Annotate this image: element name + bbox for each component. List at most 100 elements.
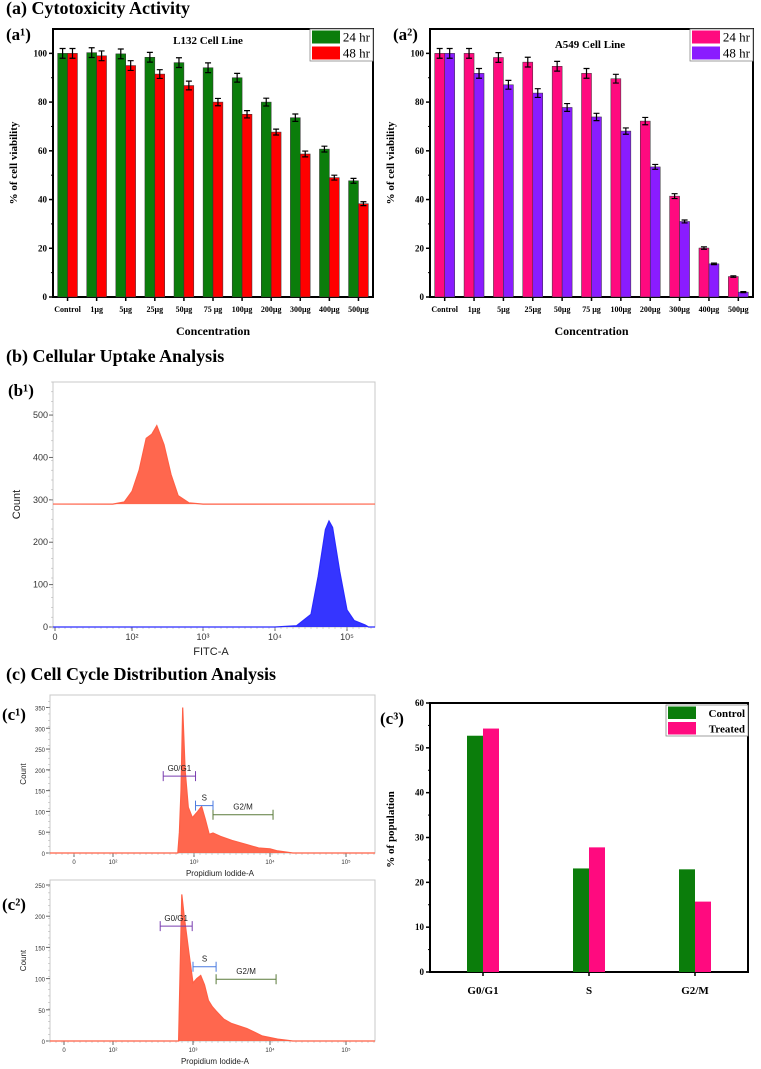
legend-label: 48 hr: [343, 46, 371, 61]
y-tick-label: 150: [35, 790, 46, 796]
error-bar: [505, 79, 512, 90]
error-bar: [331, 174, 338, 181]
bar-24hr-7: [261, 101, 272, 298]
bar-48hr-3: [532, 92, 544, 298]
y-tick-label: 30: [415, 833, 425, 843]
bar-48hr-2: [503, 84, 514, 298]
y-tick-label: 100: [411, 48, 425, 58]
x-axis-label: Propidium Iodide-A: [186, 869, 255, 878]
y-tick-label: 40: [38, 195, 48, 205]
panel-label: (a²): [393, 25, 418, 44]
histogram-control: [50, 707, 375, 854]
legend-label: 48 hr: [723, 46, 751, 61]
y-tick-label: 200: [35, 915, 46, 921]
y-tick-label: 300: [33, 495, 48, 505]
error-bar: [593, 112, 600, 122]
bar-24hr-10: [728, 276, 739, 298]
error-bar: [244, 110, 251, 119]
bar-24hr-1: [463, 53, 475, 298]
error-bar: [466, 47, 473, 59]
bar-48hr-5: [212, 101, 224, 298]
gate-label: G2/M: [236, 967, 256, 976]
legend-swatch: [312, 46, 340, 60]
gate-G2-M: [212, 809, 274, 820]
error-bar: [117, 48, 124, 60]
plot-frame: [49, 694, 376, 854]
y-tick-label: 40: [415, 195, 425, 205]
x-tick-label: 0: [52, 632, 57, 642]
y-tick-label: 200: [35, 769, 46, 775]
x-tick-label: 5µg: [497, 305, 510, 314]
error-bar: [622, 127, 629, 135]
y-tick-label: 300: [35, 727, 46, 733]
bar-Treated-0: [483, 728, 499, 972]
bar-24hr-0: [57, 53, 68, 298]
error-bar: [263, 97, 270, 107]
legend-label: Control: [709, 708, 745, 720]
panel-label: (c³): [380, 709, 404, 728]
y-tick-label: 0: [42, 852, 46, 858]
bar-Control-2: [679, 869, 695, 972]
x-tick-label: 100µg: [232, 305, 253, 314]
bar-24hr-6: [610, 78, 622, 298]
x-tick-label: 50µg: [554, 305, 571, 314]
bar-48hr-7: [649, 166, 661, 298]
error-bar: [700, 246, 707, 250]
error-bar: [146, 51, 153, 63]
y-axis-label: % of cell viability: [385, 121, 397, 204]
x-tick-label: 10⁵: [341, 859, 351, 866]
error-bar: [321, 145, 328, 153]
error-bar: [185, 80, 192, 91]
bar-24hr-5: [202, 67, 214, 298]
bar-48hr-0: [444, 53, 455, 298]
chart-c3: 0 10 20 30 40 50 60 G0/G1 S G2/M Control Treated % o…: [380, 698, 749, 997]
x-tick-label: 10⁴: [268, 632, 282, 642]
error-bar: [564, 102, 571, 112]
x-tick-label: 10³: [196, 632, 209, 642]
y-tick-label: 0: [420, 967, 425, 977]
y-tick-label: 0: [43, 292, 48, 302]
y-axis-label: Count: [19, 763, 28, 785]
bar-Control-0: [467, 735, 483, 972]
x-tick-label: 300µg: [290, 305, 311, 314]
error-bar: [534, 88, 541, 99]
histogram-treated: [53, 519, 375, 628]
legend-label: 24 hr: [343, 30, 371, 45]
bar-24hr-8: [669, 195, 680, 298]
histogram-treated: [50, 894, 375, 1042]
x-tick-label: 100µg: [611, 305, 632, 314]
error-bar: [436, 47, 443, 59]
bar-24hr-2: [493, 57, 504, 298]
y-tick-label: 250: [35, 748, 46, 754]
x-tick-label: 1µg: [90, 305, 103, 314]
section-title-cytotoxicity: (a) Cytotoxicity Activity: [6, 0, 190, 18]
bar-48hr-7: [270, 131, 282, 298]
bar-24hr-6: [231, 77, 243, 298]
y-tick-label: 20: [38, 243, 48, 253]
bar-24hr-9: [698, 247, 710, 298]
x-tick-label: 10⁵: [340, 632, 354, 642]
error-bar: [642, 116, 649, 126]
bar-48hr-1: [96, 55, 107, 298]
gate-G0-G1: [162, 771, 197, 782]
bar-24hr-9: [319, 148, 330, 298]
bar-24hr-10: [348, 180, 359, 298]
error-bar: [234, 72, 241, 83]
gate-S: [195, 800, 214, 811]
error-bar: [292, 113, 299, 122]
x-axis-label: FITC-A: [193, 646, 229, 658]
y-tick-label: 60: [38, 146, 48, 156]
x-tick-label: 10²: [125, 632, 138, 642]
histogram-control: [52, 424, 376, 505]
x-tick-label: 0: [72, 860, 76, 866]
bar-Control-1: [573, 868, 589, 972]
y-tick-label: 150: [35, 946, 46, 952]
bar-24hr-1: [86, 52, 97, 298]
bar-48hr-10: [358, 203, 369, 298]
x-tick-label: 25µg: [524, 305, 541, 314]
y-axis-label: % of cell viability: [8, 121, 20, 204]
error-bar: [59, 47, 66, 59]
y-tick-label: 50: [38, 1009, 45, 1015]
x-tick-label: 500µg: [348, 305, 369, 314]
bar-48hr-6: [620, 130, 632, 298]
